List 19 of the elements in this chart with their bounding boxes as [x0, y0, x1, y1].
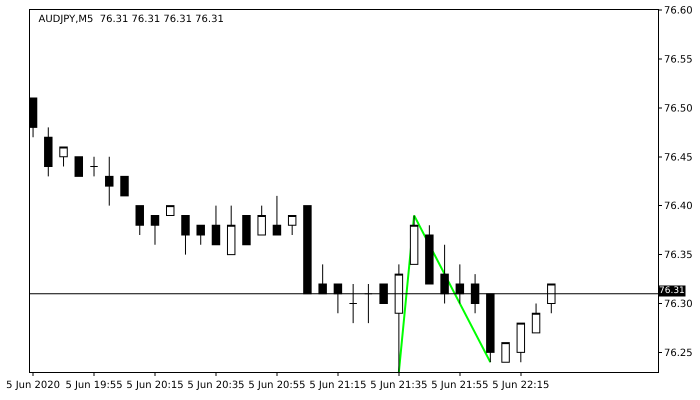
y-tick-label: 76.45: [664, 152, 693, 164]
x-tick-label: 5 Jun 21:55: [431, 380, 488, 391]
x-tick-label: 5 Jun 21:35: [370, 380, 428, 391]
chart-title: AUDJPY,M5 76.31 76.31 76.31 76.31: [38, 14, 224, 26]
y-tick-label: 76.35: [664, 250, 693, 262]
x-tick-label: 5 Jun 20:55: [248, 380, 306, 391]
x-tick-label: 5 Jun 21:15: [309, 380, 366, 391]
x-tick-label: 5 Jun 2020: [6, 380, 60, 391]
x-tick-label: 5 Jun 19:55: [65, 380, 123, 391]
x-tick-label: 5 Jun 22:15: [492, 380, 550, 391]
x-tick-label: 5 Jun 20:35: [187, 380, 245, 391]
y-tick-label: 76.40: [664, 201, 693, 212]
y-tick-label: 76.25: [664, 348, 693, 359]
y-tick-label: 76.60: [664, 6, 693, 16]
ref-line-label: 76.31: [659, 286, 685, 296]
x-tick-label: 5 Jun 20:15: [126, 380, 184, 391]
y-tick-label: 76.30: [664, 299, 693, 310]
y-tick-label: 76.50: [664, 103, 693, 114]
y-tick-label: 76.55: [664, 54, 693, 66]
